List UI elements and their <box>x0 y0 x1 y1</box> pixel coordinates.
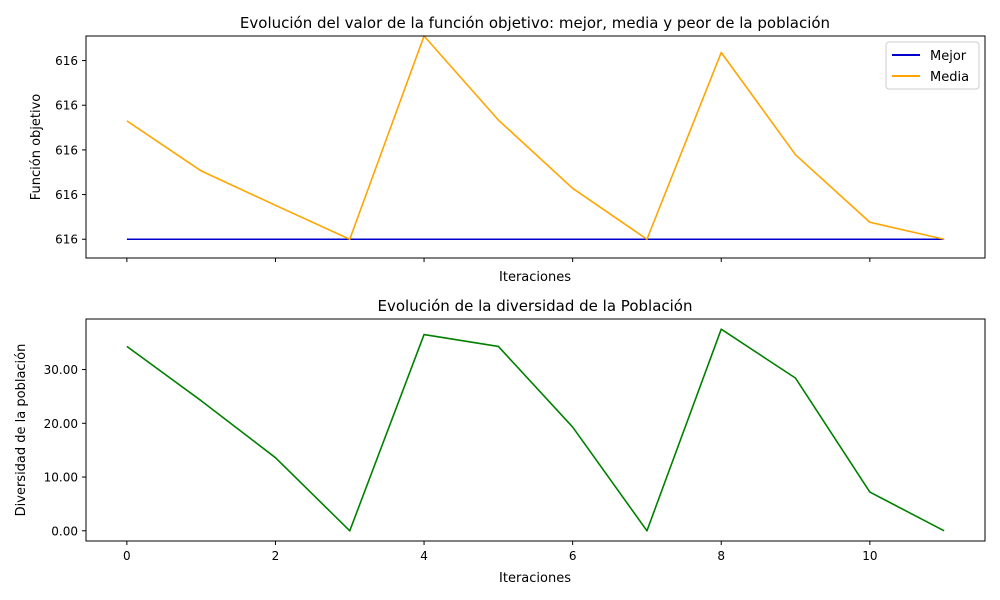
objective-x-axis-label: Iteraciones <box>499 270 571 285</box>
diversity-plot-frame <box>85 318 986 542</box>
x-tick-label: 2 <box>272 549 280 563</box>
legend-label-media: Media <box>930 70 969 85</box>
objective-chart: Evolución del valor de la función objeti… <box>29 14 986 285</box>
legend-box <box>885 41 980 90</box>
diversity-y-axis-label: Diversidad de la población <box>14 344 29 517</box>
y-tick-label: 10.00 <box>44 471 78 485</box>
y-tick-label: 616 <box>55 54 78 68</box>
diversity-chart-title: Evolución de la diversidad de la Poblaci… <box>378 297 693 315</box>
objective-chart-title: Evolución del valor de la función objeti… <box>240 14 830 32</box>
y-tick-label: 616 <box>55 99 78 113</box>
y-tick-label: 20.00 <box>44 417 78 431</box>
y-tick-label: 616 <box>55 233 78 247</box>
series-line-media <box>126 35 945 241</box>
y-tick-label: 0.00 <box>51 524 78 538</box>
y-tick-label: 616 <box>55 143 78 157</box>
x-tick-label: 4 <box>420 549 428 563</box>
objective-y-axis-label: Función objetivo <box>29 94 44 201</box>
x-tick-label: 8 <box>717 549 725 563</box>
x-tick-label: 6 <box>569 549 577 563</box>
legend-label-mejor: Mejor <box>930 49 967 64</box>
series-line-diversidad <box>126 328 945 532</box>
y-tick-label: 30.00 <box>44 363 78 377</box>
objective-plot-frame <box>85 35 986 259</box>
diversity-x-axis-label: Iteraciones <box>499 571 571 586</box>
x-tick-label: 10 <box>862 549 877 563</box>
y-tick-label: 616 <box>55 188 78 202</box>
objective-legend: Mejor Media <box>885 41 980 90</box>
diversity-chart: Evolución de la diversidad de la Poblaci… <box>14 297 986 586</box>
x-tick-label: 0 <box>123 549 131 563</box>
